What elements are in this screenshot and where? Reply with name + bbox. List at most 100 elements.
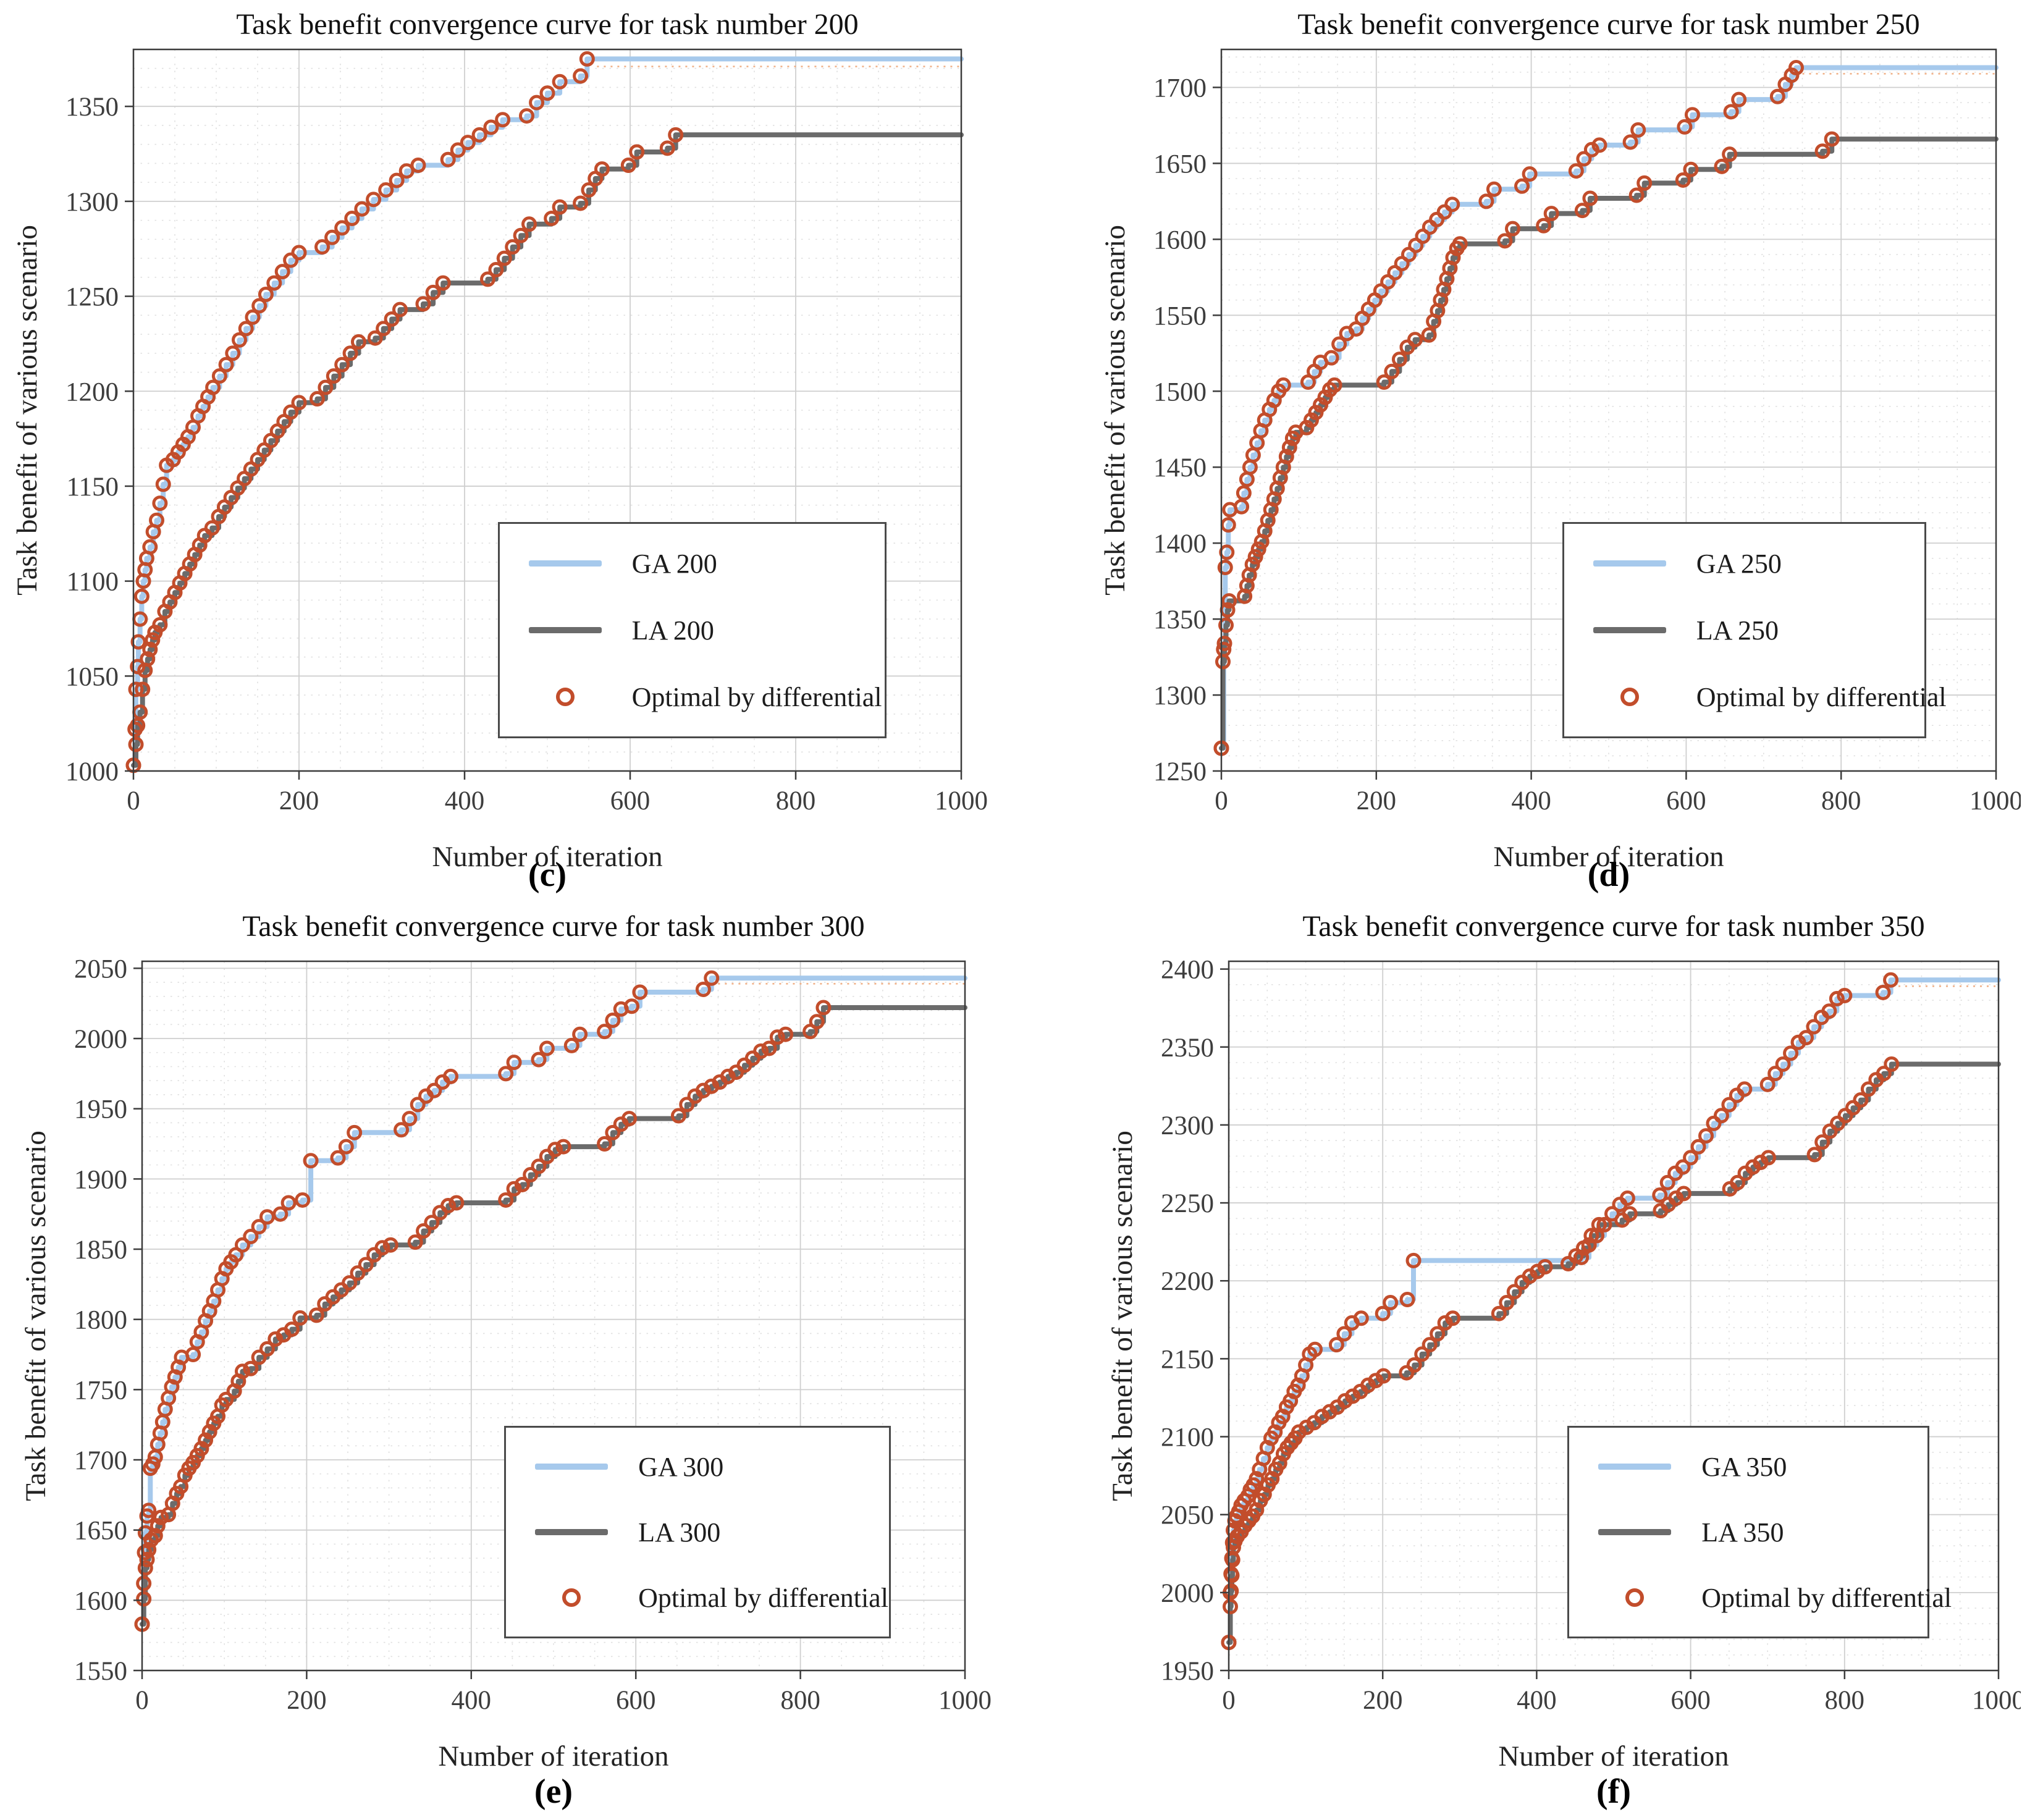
legend-label: Optimal by differential <box>1696 681 1947 712</box>
svg-text:1000: 1000 <box>1972 1686 2021 1715</box>
svg-text:1300: 1300 <box>65 188 119 217</box>
chart-panel-d: Task benefit convergence curve for task … <box>1016 2 2021 902</box>
x-axis-label: Number of iteration <box>438 1740 669 1772</box>
svg-text:400: 400 <box>445 786 485 815</box>
plot-area: 0 200 400 600 800 1000 1250 1300 1350 1400 1450 150… <box>1153 48 2021 815</box>
legend-label: Optimal by differential <box>638 1582 888 1613</box>
ga-line-swatch <box>535 1464 609 1470</box>
ga-line-swatch <box>1598 1464 1672 1470</box>
svg-text:2200: 2200 <box>1161 1267 1214 1296</box>
svg-text:2100: 2100 <box>1161 1423 1214 1452</box>
svg-text:1750: 1750 <box>74 1376 127 1405</box>
panel-label: (c) <box>528 856 567 894</box>
svg-text:1250: 1250 <box>1153 757 1207 786</box>
optimal-marker-swatch <box>1625 1588 1645 1607</box>
legend-entry: GA 200 <box>516 548 879 579</box>
svg-text:600: 600 <box>616 1686 656 1715</box>
svg-text:1350: 1350 <box>1153 605 1207 634</box>
la-line-swatch <box>1593 627 1666 634</box>
chart-title: Task benefit convergence curve for task … <box>1297 8 1920 41</box>
legend-label: LA 300 <box>638 1517 721 1548</box>
legend-entry: LA 350 <box>1585 1517 1921 1548</box>
legend-box: GA 200 LA 200 Optimal by differential <box>497 522 887 739</box>
svg-text:2250: 2250 <box>1161 1189 1214 1218</box>
plot-area: 0 200 400 600 800 1000 1000 1050 1100 1150 1200 125… <box>65 48 988 815</box>
svg-text:0: 0 <box>1222 1686 1236 1715</box>
la-line-swatch <box>535 1529 609 1536</box>
chart-panel-f: Task benefit convergence curve for task … <box>1016 904 2021 1819</box>
svg-text:1950: 1950 <box>1161 1657 1214 1686</box>
svg-text:2000: 2000 <box>1161 1579 1214 1608</box>
svg-text:400: 400 <box>452 1686 492 1715</box>
svg-text:200: 200 <box>287 1686 327 1715</box>
svg-text:2050: 2050 <box>1161 1501 1214 1530</box>
legend-entry: Optimal by differential <box>1585 1582 1952 1614</box>
legend-box: GA 300 LA 300 Optimal by differential <box>504 1425 891 1639</box>
svg-text:1400: 1400 <box>1153 529 1207 558</box>
svg-text:0: 0 <box>135 1686 149 1715</box>
chart-panel-e: Task benefit convergence curve for task … <box>5 904 1009 1819</box>
legend-entry: LA 300 <box>522 1517 883 1548</box>
chart-panel-c: Task benefit convergence curve for task … <box>5 2 1009 902</box>
svg-text:2050: 2050 <box>74 954 127 984</box>
svg-text:800: 800 <box>780 1686 820 1715</box>
svg-text:2350: 2350 <box>1161 1034 1214 1063</box>
legend-label: LA 350 <box>1701 1517 1784 1548</box>
svg-text:600: 600 <box>1670 1686 1711 1715</box>
svg-text:1700: 1700 <box>74 1446 127 1475</box>
svg-text:1500: 1500 <box>1153 377 1207 407</box>
legend-entry: LA 200 <box>516 615 879 646</box>
ga-line-swatch <box>1593 560 1666 567</box>
legend-label: LA 250 <box>1696 615 1779 646</box>
svg-text:800: 800 <box>1825 1686 1865 1715</box>
svg-text:1700: 1700 <box>1153 74 1207 103</box>
plot-area: 0 200 400 600 800 1000 1950 2000 2050 2100 2150 220… <box>1161 956 2021 1715</box>
svg-text:1600: 1600 <box>74 1586 127 1616</box>
svg-text:1250: 1250 <box>65 283 119 312</box>
svg-text:1850: 1850 <box>74 1236 127 1265</box>
legend-entry: GA 250 <box>1580 548 1918 579</box>
la-line-swatch <box>1598 1529 1672 1536</box>
svg-text:1300: 1300 <box>1153 681 1207 710</box>
svg-text:400: 400 <box>1517 1686 1557 1715</box>
la-line-swatch <box>528 627 602 634</box>
svg-text:1350: 1350 <box>65 93 119 122</box>
plot-area: 0 200 400 600 800 1000 1550 1600 1650 1700 1750 180… <box>74 954 992 1715</box>
legend-entry: LA 250 <box>1580 615 1918 646</box>
svg-text:1000: 1000 <box>1969 786 2021 815</box>
svg-text:1650: 1650 <box>1153 150 1207 179</box>
legend-label: GA 350 <box>1701 1451 1787 1482</box>
svg-text:2300: 2300 <box>1161 1111 1214 1140</box>
svg-text:1550: 1550 <box>1153 301 1207 331</box>
svg-text:1450: 1450 <box>1153 453 1207 482</box>
legend-box: GA 350 LA 350 Optimal by differential <box>1567 1425 1952 1639</box>
ga-line-swatch <box>528 560 602 567</box>
svg-text:2150: 2150 <box>1161 1345 1214 1374</box>
svg-text:1000: 1000 <box>65 757 119 786</box>
legend-label: LA 200 <box>631 615 714 646</box>
optimal-marker-swatch <box>1620 688 1639 707</box>
legend-label: GA 200 <box>631 548 717 579</box>
svg-text:600: 600 <box>610 786 651 815</box>
svg-text:800: 800 <box>776 786 816 815</box>
panel-label: (e) <box>534 1772 573 1811</box>
svg-text:200: 200 <box>1363 1686 1403 1715</box>
svg-text:1800: 1800 <box>74 1306 127 1335</box>
svg-text:1900: 1900 <box>74 1165 127 1194</box>
legend-box: GA 250 LA 250 Optimal by differential <box>1562 522 1947 739</box>
panel-label: (f) <box>1596 1772 1631 1811</box>
chart-title: Task benefit convergence curve for task … <box>236 8 859 41</box>
legend-entry: Optimal by differential <box>522 1582 888 1614</box>
legend-entry: GA 300 <box>522 1451 883 1483</box>
svg-text:200: 200 <box>1357 786 1397 815</box>
svg-text:1600: 1600 <box>1153 225 1207 255</box>
svg-text:1550: 1550 <box>74 1657 127 1686</box>
optimal-marker-swatch <box>555 688 575 707</box>
svg-text:2000: 2000 <box>74 1025 127 1054</box>
svg-text:1200: 1200 <box>65 377 119 407</box>
svg-text:400: 400 <box>1511 786 1551 815</box>
chart-title: Task benefit convergence curve for task … <box>1302 910 1925 943</box>
legend-entry: GA 350 <box>1585 1451 1921 1483</box>
legend-label: GA 250 <box>1696 548 1782 579</box>
